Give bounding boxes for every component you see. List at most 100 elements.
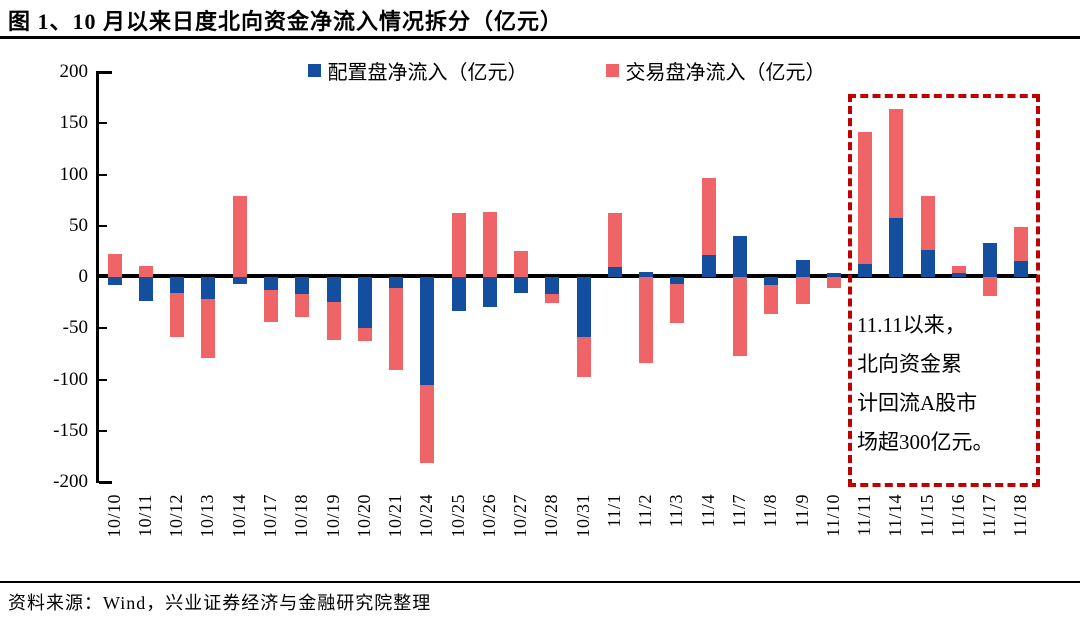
bar-segment: [263, 277, 278, 291]
x-tick-label: 11/17: [979, 494, 1000, 537]
x-tick-label: 10/12: [166, 494, 187, 538]
bar-segment: [514, 277, 529, 294]
bar-segment: [795, 259, 810, 277]
bar-segment: [107, 254, 122, 277]
bar-segment: [201, 298, 216, 358]
x-tick-label: 10/10: [103, 494, 124, 538]
y-tick-mark: [99, 481, 112, 484]
bar-segment: [639, 271, 654, 277]
bar-segment: [482, 212, 497, 277]
bar-segment: [357, 277, 372, 329]
bar-segment: [951, 265, 966, 273]
bar-segment: [389, 277, 404, 289]
bar-segment: [357, 328, 372, 341]
bar-segment: [514, 251, 529, 277]
x-tick-label: 11/7: [728, 494, 749, 528]
x-tick-label: 10/24: [416, 494, 437, 538]
x-tick-label: 11/9: [791, 494, 812, 528]
bar-segment: [1014, 226, 1029, 261]
annotation-line: 北向资金累: [857, 352, 962, 376]
bar-segment: [607, 213, 622, 267]
bars-plot-area: [99, 72, 1037, 482]
bar-segment: [326, 301, 341, 340]
highlight-dashed-box: [848, 94, 1040, 487]
y-tick-label: -50: [62, 317, 88, 339]
legend: 配置盘净流入（亿元） 交易盘净流入（亿元）: [96, 56, 1037, 85]
x-tick-label: 11/11: [854, 494, 875, 537]
x-tick-label: 11/16: [947, 494, 968, 537]
bar-segment: [389, 288, 404, 371]
y-tick-mark: [99, 173, 107, 176]
bar-segment: [451, 277, 466, 311]
bar-segment: [263, 290, 278, 323]
bar-segment: [420, 384, 435, 463]
y-tick-label: 200: [59, 61, 89, 82]
y-tick-label: 100: [59, 163, 89, 185]
bar-segment: [951, 272, 966, 277]
bar-segment: [826, 272, 841, 277]
bar-segment: [670, 277, 685, 285]
y-axis-tick-labels: 200 150 100 50 0 -50 -100 -150 -200: [30, 0, 88, 520]
bar-segment: [795, 277, 810, 304]
x-tick-label: 10/13: [197, 494, 218, 538]
bar-segment: [576, 337, 591, 378]
bar-segment: [545, 277, 560, 295]
y-tick-mark: [99, 122, 107, 125]
x-tick-label: 11/3: [666, 494, 687, 528]
trading-swatch-icon: [605, 64, 619, 77]
x-tick-label: 10/20: [353, 494, 374, 538]
x-tick-label: 10/26: [478, 494, 499, 538]
x-tick-label: 10/19: [322, 494, 343, 538]
annotation-text: 11.11以来， 北向资金累 计回流A股市 场超300亿元。: [857, 306, 1033, 462]
y-tick-mark: [99, 224, 107, 227]
bar-segment: [295, 277, 310, 295]
x-tick-label: 10/25: [447, 494, 468, 538]
x-tick-label: 10/28: [541, 494, 562, 538]
bar-segment: [107, 277, 122, 286]
x-tick-label: 10/18: [291, 494, 312, 538]
y-tick-label: 0: [78, 266, 89, 287]
x-tick-label: 11/15: [916, 494, 937, 537]
bar-segment: [295, 294, 310, 317]
annotation-line: 计回流A股市: [857, 391, 978, 415]
legend-label-allocation: 配置盘净流入（亿元）: [327, 62, 528, 84]
bar-segment: [701, 255, 716, 277]
y-tick-label: -200: [53, 471, 88, 492]
bar-segment: [920, 250, 935, 277]
y-tick-label: 150: [59, 112, 89, 134]
bar-segment: [670, 284, 685, 324]
bar-segment: [482, 277, 497, 307]
y-tick-label: 50: [69, 214, 88, 236]
x-tick-label: 11/14: [885, 494, 906, 537]
y-tick-mark: [99, 378, 107, 381]
bar-segment: [732, 236, 747, 277]
allocation-swatch-icon: [307, 64, 321, 77]
x-tick-label: 11/1: [603, 494, 624, 528]
x-tick-label: 10/11: [134, 494, 155, 537]
bar-segment: [1014, 260, 1029, 277]
x-axis-tick-labels: 10/10 10/11 10/12 10/13 10/14 10/17 10/18 10/19…: [99, 494, 1037, 584]
bar-segment: [764, 285, 779, 314]
x-tick-label: 11/18: [1010, 494, 1031, 537]
bar-segment: [920, 196, 935, 251]
x-tick-label: 11/8: [760, 494, 781, 528]
y-tick-label: -150: [53, 419, 88, 441]
y-tick-mark: [99, 327, 107, 330]
bar-segment: [201, 277, 216, 299]
bar-segment: [889, 108, 904, 218]
bar-segment: [858, 132, 873, 264]
x-tick-label: 10/31: [572, 494, 593, 538]
title-underline: [0, 36, 1080, 39]
bar-segment: [451, 213, 466, 277]
bar-segment: [232, 196, 247, 277]
bar-segment: [170, 293, 185, 338]
y-tick-mark: [99, 429, 107, 432]
bar-segment: [170, 277, 185, 294]
y-tick-label: -100: [53, 368, 88, 390]
x-tick-label: 10/21: [385, 494, 406, 538]
legend-item-trading: 交易盘净流入（亿元）: [605, 56, 826, 85]
bar-segment: [889, 217, 904, 277]
bar-segment: [858, 263, 873, 277]
chart-title: 图 1、10 月以来日度北向资金净流入情况拆分（亿元）: [8, 9, 564, 34]
legend-item-allocation: 配置盘净流入（亿元）: [307, 56, 528, 85]
